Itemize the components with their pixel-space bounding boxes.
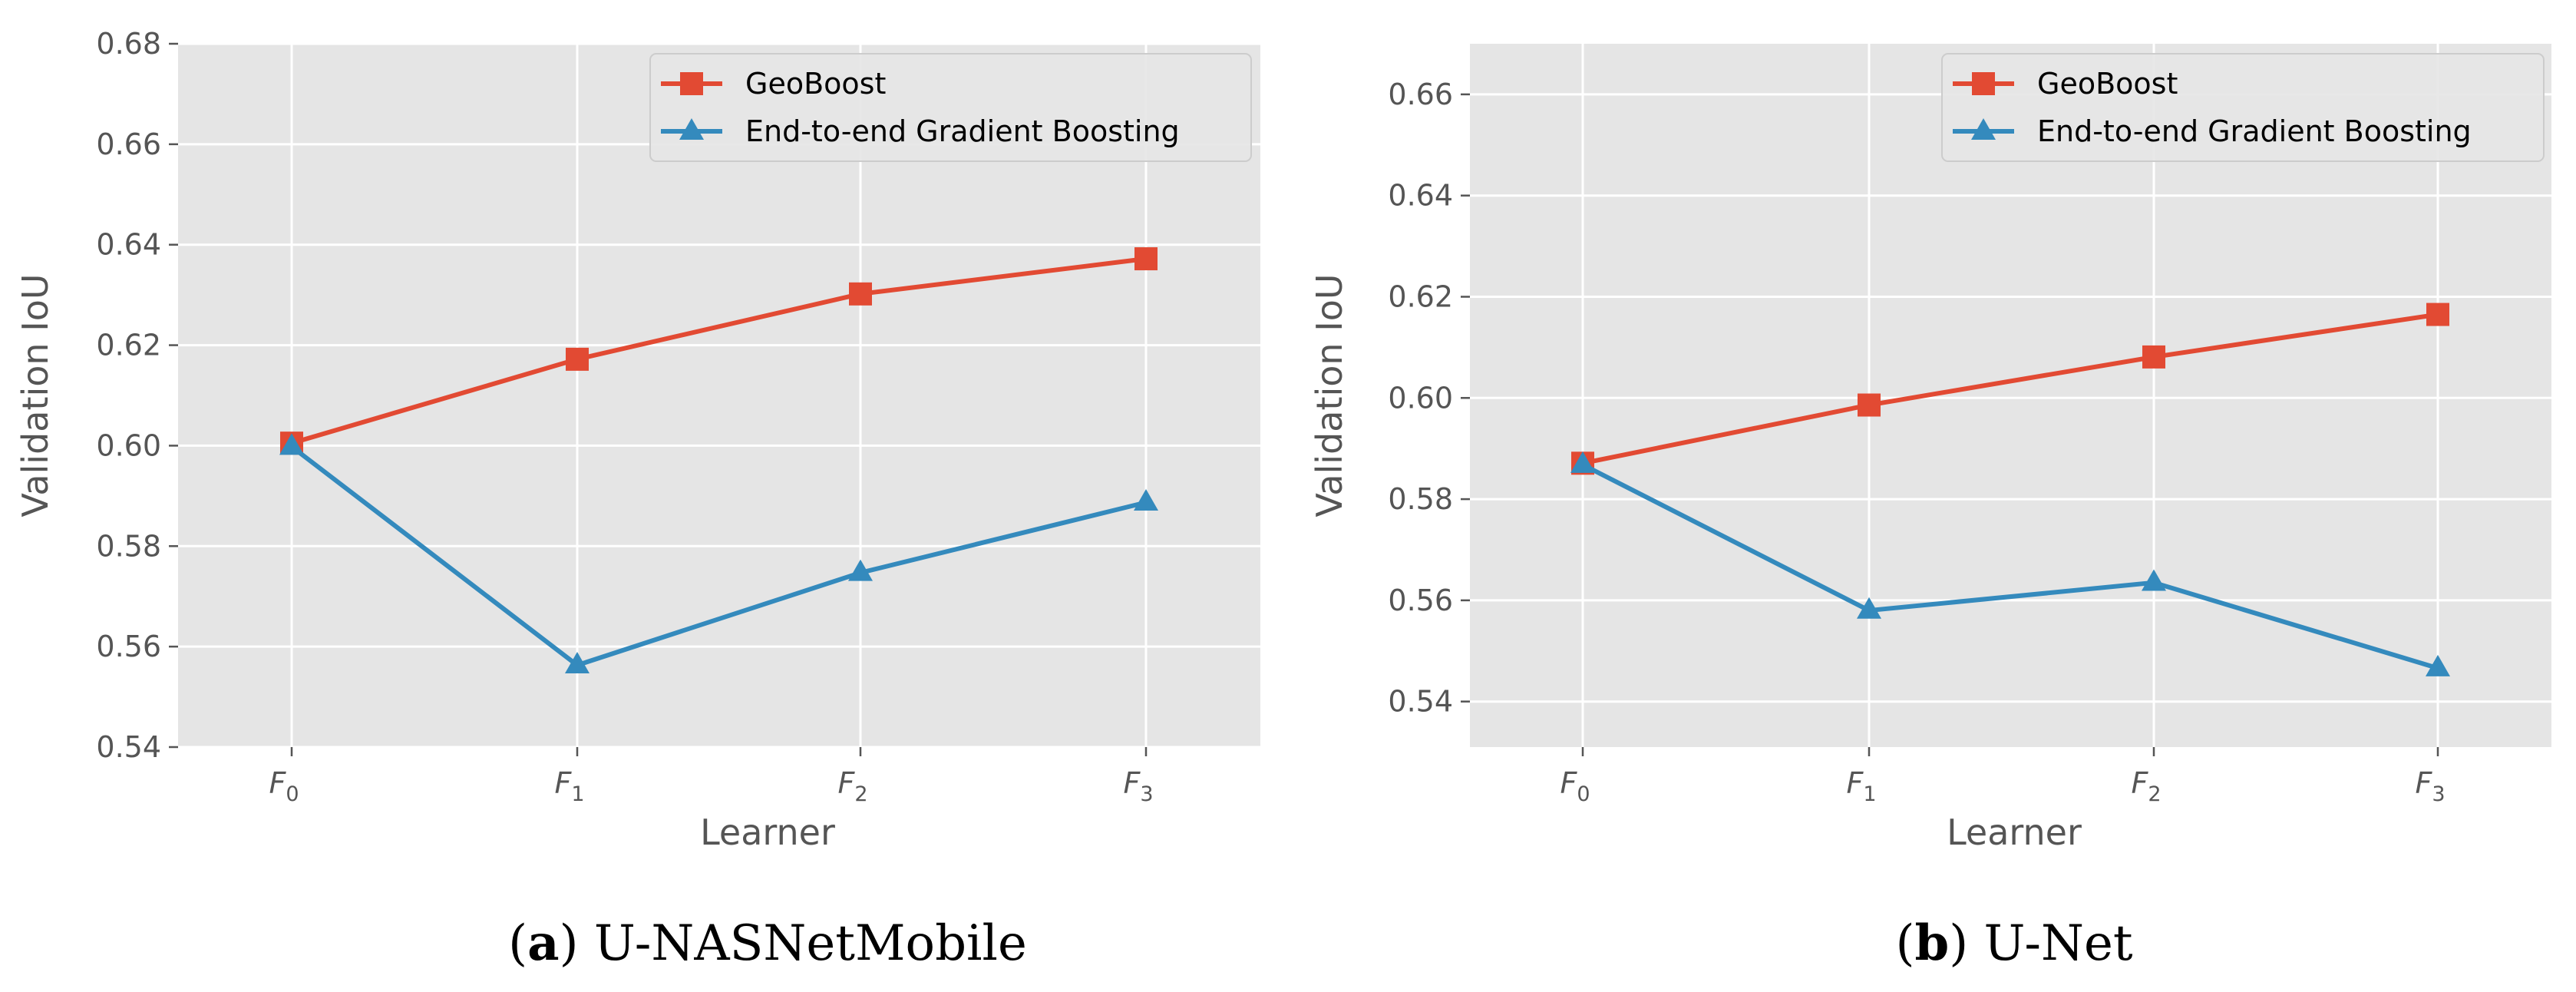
y-tick-label: 0.66 [1388,78,1453,111]
legend-label: End-to-end Gradient Boosting [745,114,1180,148]
data-point-geoboost [1134,247,1158,271]
x-tick-label: F0 [1560,766,1590,806]
y-tick-label: 0.54 [1388,685,1453,719]
legend-label: GeoBoost [745,67,886,101]
data-point-geoboost [1858,393,1881,417]
panel-caption: (a) U-NASNetMobile [508,914,1027,972]
series-line-geoboost [1582,312,2439,466]
y-tick-label: 0.62 [1388,279,1453,313]
y-axis-label: Validation IoU [1309,273,1350,517]
x-axis-label: Learner [1947,812,2082,853]
y-tick-label: 0.64 [1388,179,1453,213]
chart-panel-b: 0.54 0.56 0.58 0.60 0.62 0.64 0.66 F0 F1 F2 F3 Lear… [1309,44,2551,853]
x-tick-label: F0 [269,766,299,806]
y-tick-label: 0.60 [1388,381,1453,415]
y-tick-label: 0.68 [96,27,161,61]
data-point-end-to-end [848,559,873,581]
series-line-end-to-end [290,445,1147,668]
caption-text: U-NASNetMobile [594,915,1027,972]
caption-text: U-Net [1984,915,2133,972]
series-line-geoboost [291,256,1147,446]
legend-label: End-to-end Gradient Boosting [2037,114,2472,148]
data-point-geoboost [2426,303,2449,326]
y-tick-label: 0.66 [96,127,161,161]
y-tick-label: 0.58 [96,529,161,563]
legend: GeoBoost End-to-end Gradient Boosting [649,53,1252,162]
x-tick-label: F1 [554,766,584,806]
data-point-geoboost [2142,345,2165,369]
x-tick-label: F1 [1846,766,1876,806]
panel-caption: (b) U-Net [1895,914,2132,972]
data-point-end-to-end [1134,489,1158,511]
caption-label: a [527,914,559,972]
x-tick-label: F3 [2415,766,2445,806]
data-point-end-to-end [279,433,304,455]
y-tick-label: 0.60 [96,428,161,462]
data-point-end-to-end [565,651,590,673]
chart-panel-a: 0.54 0.56 0.58 0.60 0.62 0.64 0.66 0.68 F0 F1 F2 F3… [15,27,1260,853]
legend-marker-square [1972,72,1995,95]
y-tick-label: 0.54 [96,730,161,764]
x-tick-label: F2 [2131,766,2161,806]
data-point-end-to-end [1570,451,1595,473]
legend-label: GeoBoost [2037,67,2178,101]
y-tick-label: 0.62 [96,329,161,362]
y-tick-label: 0.64 [96,228,161,262]
x-axis-label: Learner [700,812,835,853]
x-tick-label: F2 [837,766,867,806]
legend-box [1941,53,2545,162]
legend-box [649,53,1252,162]
data-point-geoboost [566,347,589,371]
series-line-end-to-end [1581,462,2439,671]
data-point-end-to-end [1857,597,1881,619]
data-point-geoboost [849,282,872,306]
y-tick-label: 0.56 [1388,584,1453,617]
y-tick-label: 0.56 [96,630,161,663]
legend-marker-triangle [1971,118,1996,140]
legend: GeoBoost End-to-end Gradient Boosting [1941,53,2545,162]
legend-marker-triangle [679,118,704,140]
y-axis-label: Validation IoU [15,273,56,517]
x-tick-label: F3 [1123,766,1153,806]
y-tick-label: 0.58 [1388,482,1453,516]
data-point-end-to-end [2426,654,2450,676]
data-point-end-to-end [2142,569,2166,591]
legend-marker-square [680,72,703,95]
caption-label: b [1914,914,1949,972]
